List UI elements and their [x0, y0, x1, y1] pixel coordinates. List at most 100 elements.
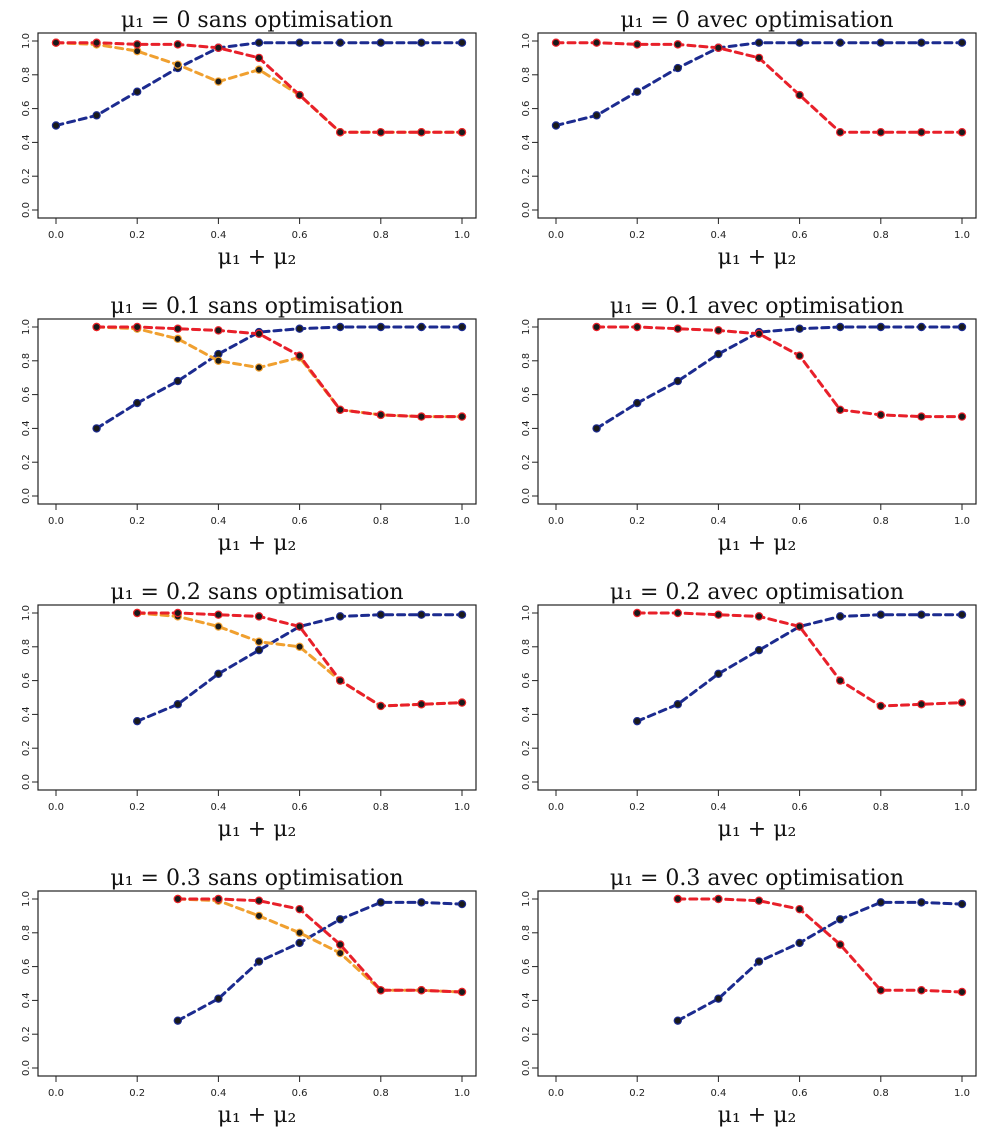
data-point	[714, 326, 723, 335]
chart-panel-7: μ₁ = 0.3 sans optimisation 0.0 0.2 0.4 0.6 0.…	[21, 866, 477, 1128]
data-point	[295, 351, 304, 360]
data-point	[876, 701, 886, 711]
chart-panel-5: μ₁ = 0.2 sans optimisation 0.0 0.2 0.4 0.6 0.…	[21, 580, 477, 842]
y-tick-label: 0.6	[21, 673, 32, 689]
data-point	[132, 87, 142, 96]
data-point	[754, 645, 764, 655]
panel-title: μ₁ = 0 sans optimisation	[121, 8, 393, 33]
data-point	[673, 700, 683, 709]
data-point	[876, 322, 886, 332]
data-point	[917, 610, 926, 619]
data-point	[295, 642, 304, 652]
data-point	[836, 405, 845, 415]
y-tick-label: 1.0	[21, 891, 32, 907]
data-point	[376, 898, 385, 907]
plot-frame	[37, 32, 477, 219]
x-axis-label: μ₁ + μ₂	[718, 245, 797, 270]
x-tick-label: 0.2	[129, 802, 145, 813]
y-tick-label: 0.0	[521, 488, 532, 504]
data-point	[254, 53, 264, 63]
data-point	[957, 322, 967, 332]
plot-frame	[537, 318, 977, 505]
y-tick-label: 1.0	[521, 319, 532, 335]
data-point	[457, 412, 467, 421]
series-line-3	[95, 325, 464, 419]
data-point	[92, 424, 101, 433]
data-point	[132, 398, 142, 408]
x-tick-label: 0.4	[210, 1088, 226, 1099]
x-tick-label: 1.0	[954, 802, 970, 813]
data-point	[876, 986, 886, 995]
plot-frame	[537, 604, 977, 791]
data-point	[876, 610, 886, 619]
data-point	[132, 46, 142, 56]
chart-panel-6: μ₁ = 0.2 avec optimisation 0.0 0.2 0.4 0.6 0.…	[521, 580, 977, 842]
x-tick-label: 0.8	[873, 516, 889, 527]
panel-title: μ₁ = 0.2 avec optimisation	[610, 580, 904, 605]
data-point	[592, 38, 601, 47]
y-tick-label: 0.4	[521, 420, 532, 436]
data-point	[336, 322, 345, 332]
y-tick-label: 0.4	[21, 706, 32, 722]
y-tick-label: 1.0	[21, 319, 32, 335]
data-point	[457, 698, 467, 707]
data-point	[754, 53, 764, 63]
data-point	[254, 911, 264, 921]
x-tick-label: 0.4	[210, 516, 226, 527]
data-point	[92, 322, 101, 332]
data-point	[92, 38, 101, 47]
y-tick-label: 0.6	[521, 387, 532, 403]
data-point	[254, 612, 264, 621]
data-point	[376, 38, 385, 47]
x-tick-label: 0.0	[548, 802, 564, 813]
y-tick-label: 0.8	[21, 639, 32, 655]
y-tick-label: 0.4	[21, 134, 32, 150]
data-point	[254, 65, 264, 74]
data-point	[214, 356, 223, 365]
chart-panel-4: μ₁ = 0.1 avec optimisation 0.0 0.2 0.4 0.6 0.…	[521, 294, 977, 556]
data-point	[795, 938, 804, 948]
data-point	[173, 40, 182, 49]
data-point	[673, 376, 683, 386]
x-axis-label: μ₁ + μ₂	[718, 1103, 797, 1128]
y-tick-label: 0.8	[521, 925, 532, 941]
data-point	[673, 608, 683, 618]
data-point	[376, 986, 385, 995]
data-point	[417, 38, 426, 47]
data-point	[173, 1016, 182, 1025]
x-tick-label: 1.0	[454, 516, 470, 527]
data-point	[254, 363, 264, 372]
y-tick-label: 0.0	[521, 202, 532, 218]
y-tick-label: 0.4	[521, 134, 532, 150]
x-tick-label: 0.0	[48, 230, 64, 241]
data-point	[214, 349, 223, 359]
data-point	[173, 334, 182, 344]
data-point	[336, 38, 345, 47]
data-point	[673, 63, 683, 73]
x-tick-label: 1.0	[454, 1088, 470, 1099]
x-axis-label: μ₁ + μ₂	[218, 245, 297, 270]
x-tick-label: 0.6	[792, 1088, 808, 1099]
y-tick-label: 0.8	[21, 925, 32, 941]
data-point	[714, 349, 723, 359]
x-tick-label: 0.8	[373, 516, 389, 527]
data-point	[295, 928, 304, 938]
data-point	[633, 608, 642, 618]
data-point	[917, 128, 926, 137]
y-tick-label: 0.2	[521, 168, 532, 184]
data-point	[633, 87, 642, 96]
data-point	[254, 896, 264, 905]
series-line-1	[176, 900, 464, 1023]
data-point	[592, 322, 601, 332]
data-point	[795, 622, 804, 631]
data-point	[295, 904, 304, 914]
data-point	[417, 610, 426, 619]
data-point	[92, 111, 101, 120]
y-tick-label: 0.8	[21, 67, 32, 83]
data-point	[336, 405, 345, 415]
data-point	[633, 716, 642, 726]
y-tick-label: 0.6	[521, 673, 532, 689]
plot-frame	[537, 890, 977, 1077]
y-tick-label: 0.0	[521, 1060, 532, 1076]
y-tick-label: 0.4	[21, 420, 32, 436]
